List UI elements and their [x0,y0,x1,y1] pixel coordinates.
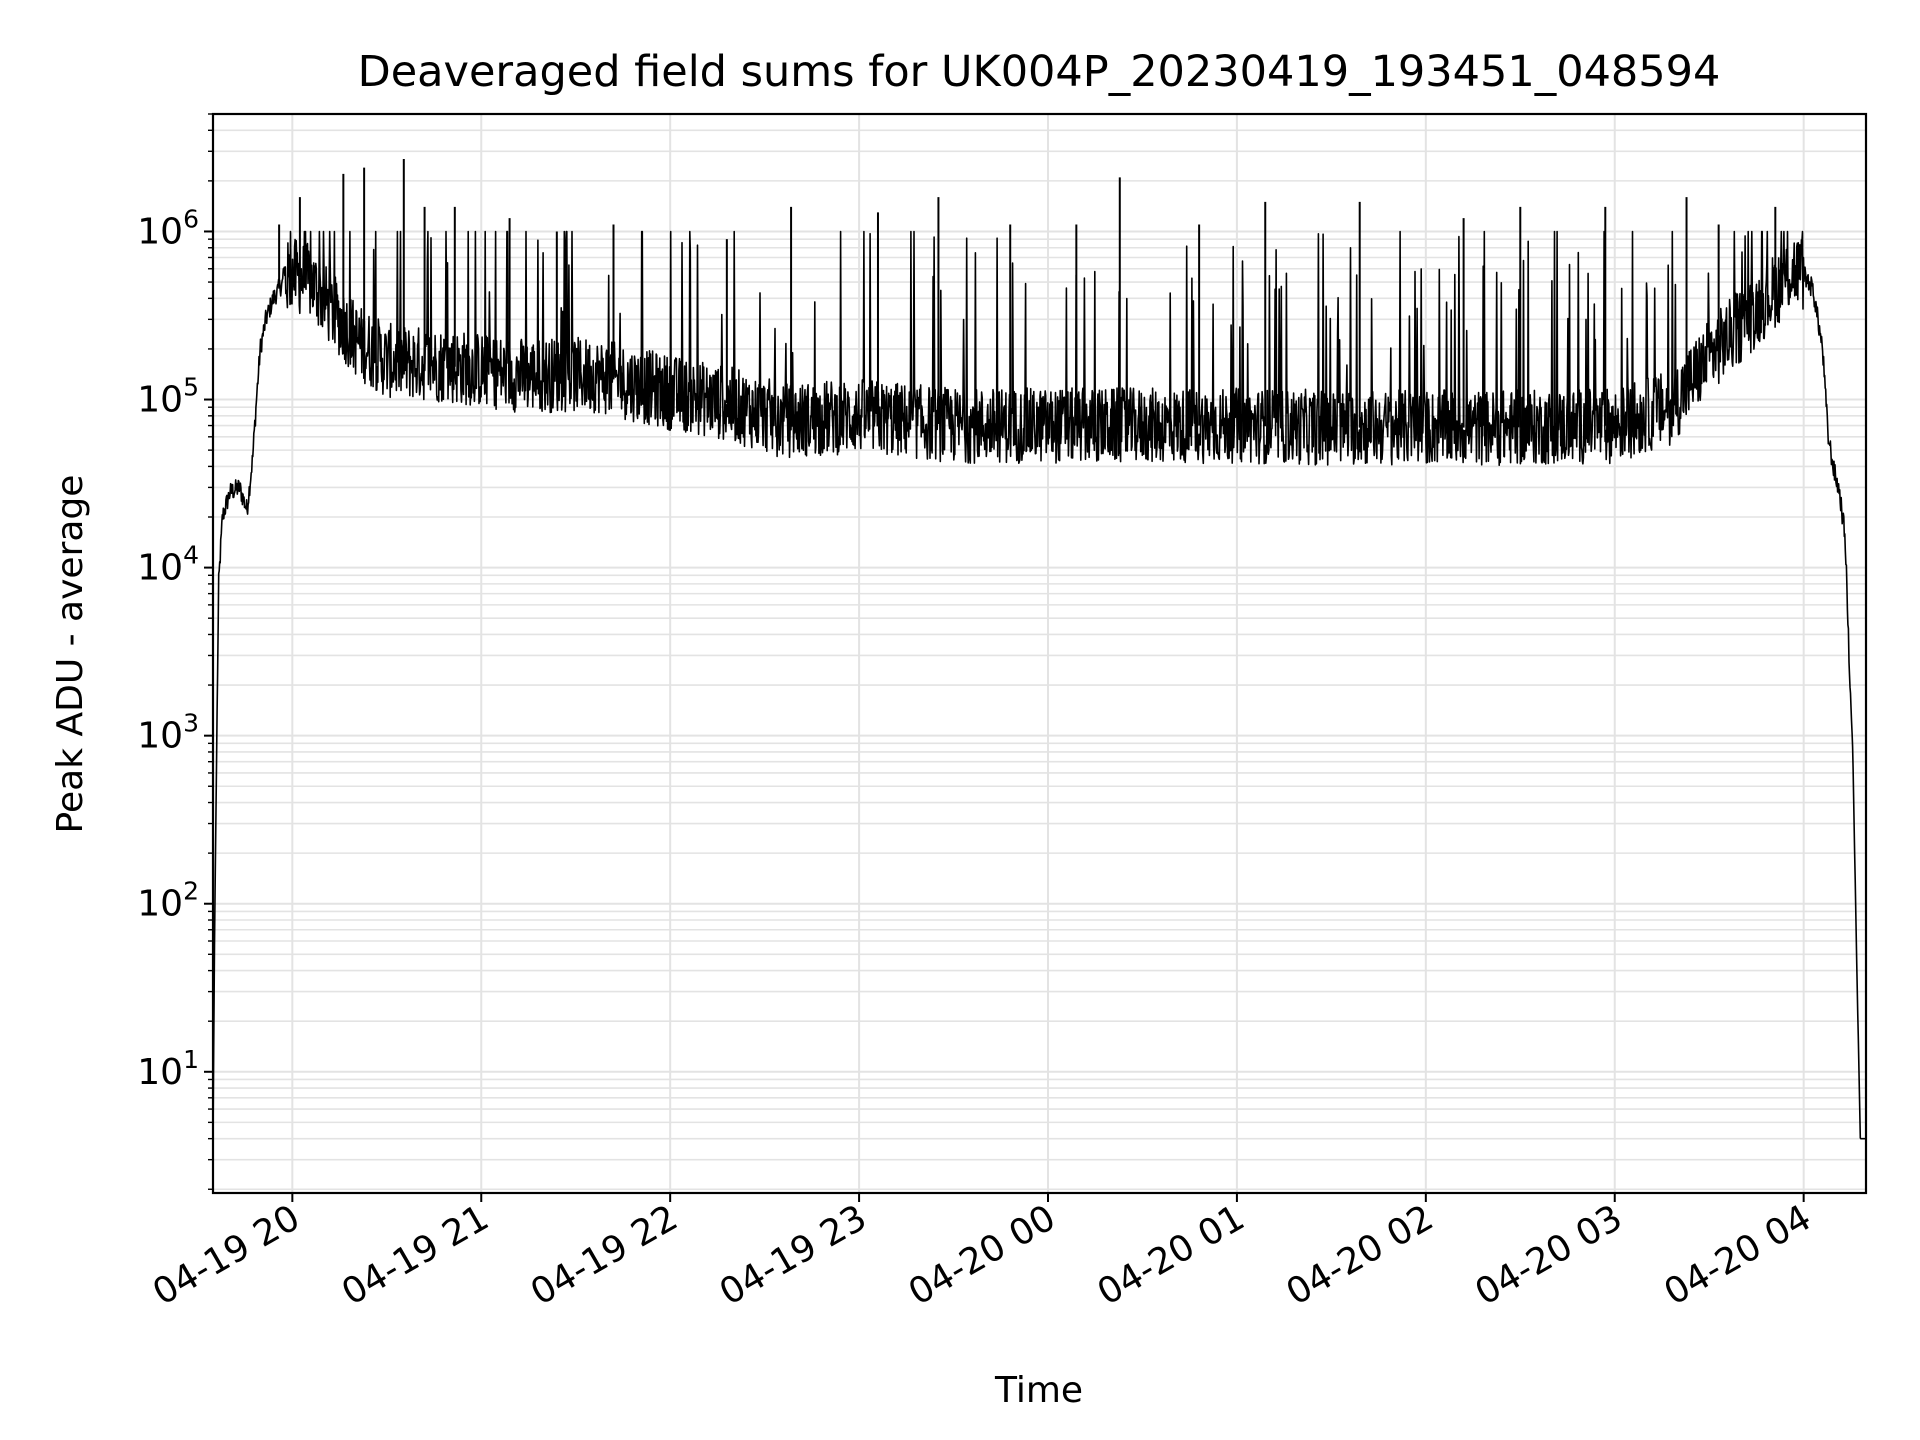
y-tick-label: 106 [137,204,199,252]
y-tick-label: 101 [137,1045,199,1093]
y-tick-label: 105 [137,373,199,421]
series-line [212,230,1867,1140]
x-axis-label: Time [994,1370,1083,1411]
y-tick-label: 102 [137,877,199,925]
plot-frame [211,112,1868,1195]
chart-title: Deaveraged field sums for UK004P_2023041… [358,47,1721,97]
y-tick-label: 104 [137,541,199,589]
series-layer [212,158,1867,1140]
y-tick-label: 103 [137,709,199,757]
y-axis-label: Peak ADU - average [50,475,91,834]
